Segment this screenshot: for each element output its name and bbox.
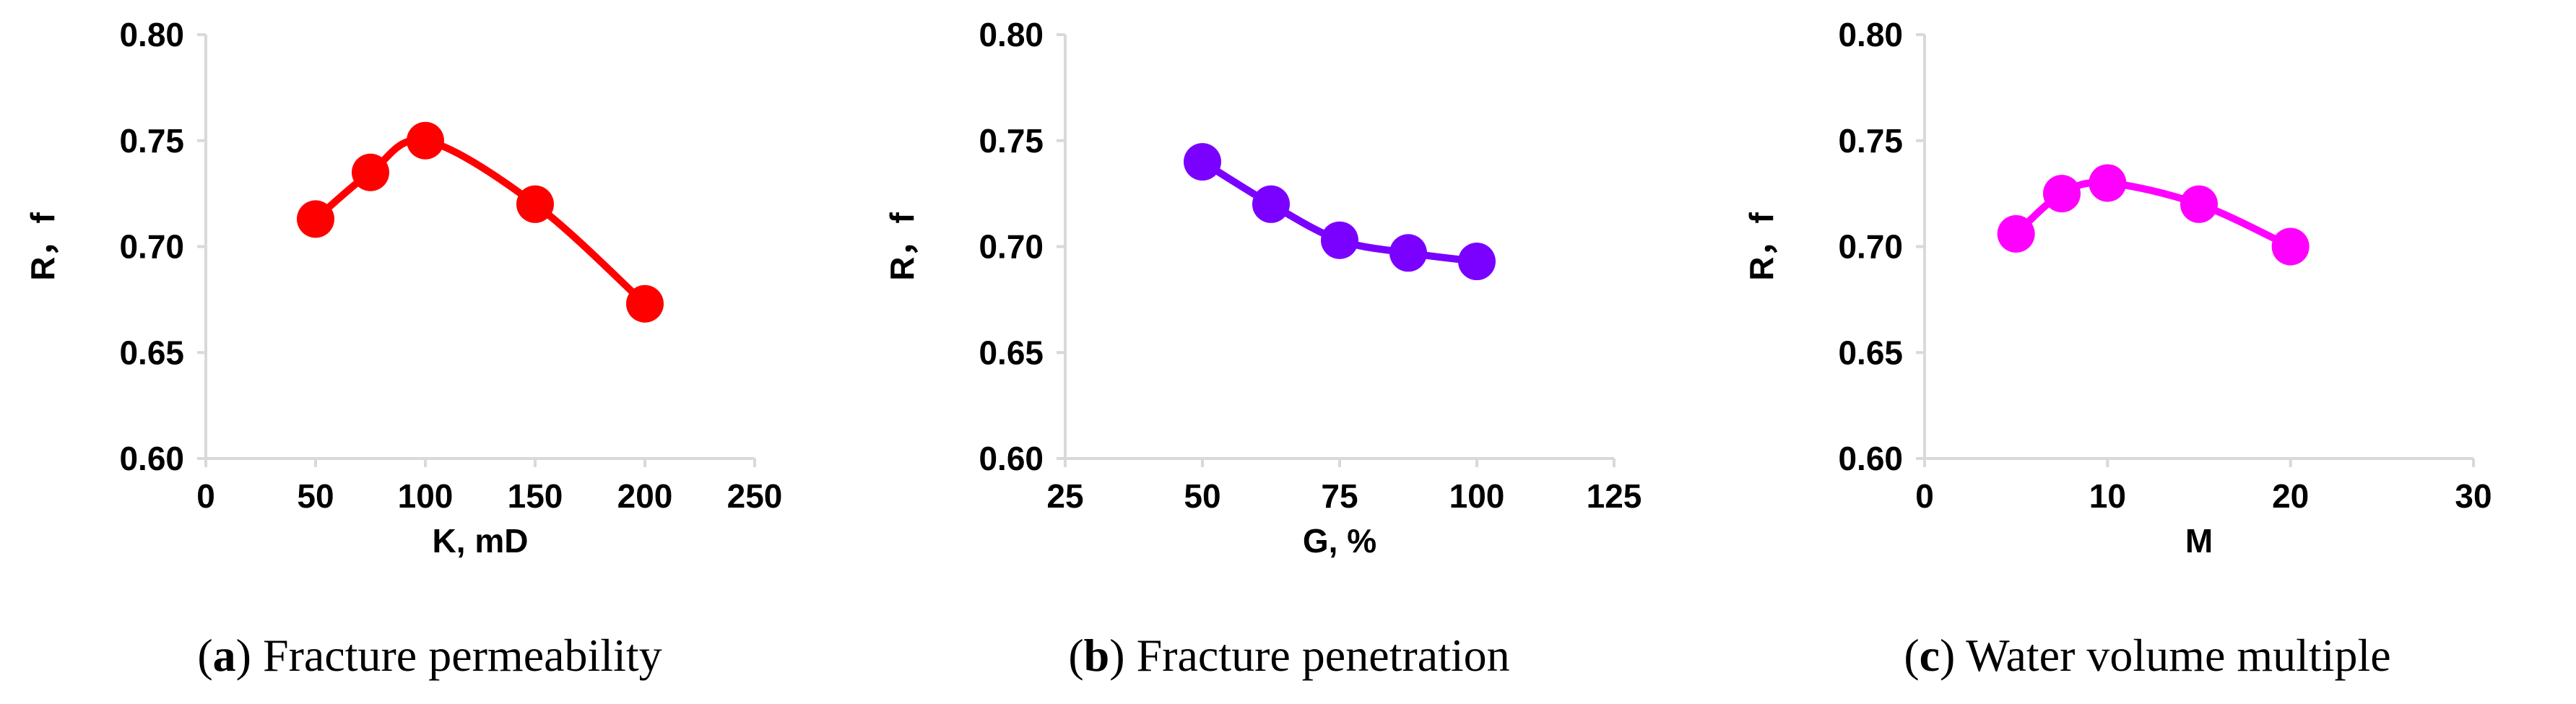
chart-b-y-tick-label: 0.75 bbox=[979, 122, 1044, 160]
caption-a: (a) Fracture permeability bbox=[197, 630, 662, 681]
chart-b-data-point bbox=[1252, 185, 1290, 223]
chart-c-data-point bbox=[2089, 164, 2127, 202]
chart-b-y-tick-label: 0.70 bbox=[979, 228, 1044, 266]
chart-b-x-tick-label: 25 bbox=[1046, 477, 1083, 515]
chart-b-y-tick-label: 0.60 bbox=[979, 440, 1044, 477]
caption-b-letter: b bbox=[1083, 630, 1110, 681]
chart-a-data-point bbox=[352, 153, 389, 191]
chart-c-data-point bbox=[2043, 175, 2081, 213]
chart-a-x-axis-title: K, mD bbox=[433, 522, 529, 560]
chart-b-data-point bbox=[1184, 143, 1221, 181]
chart-c-data-point bbox=[2180, 185, 2218, 223]
chart-b-x-axis-title: G, % bbox=[1303, 522, 1376, 560]
chart-c-y-tick-label: 0.80 bbox=[1838, 16, 1903, 53]
chart-a-data-point bbox=[626, 284, 664, 323]
chart-c-y-tick-label: 0.70 bbox=[1838, 228, 1903, 266]
chart-a-y-tick-label: 0.70 bbox=[119, 228, 184, 266]
chart-b-svg: 0.60 0.65 0.70 0.75 0.80 25 50 75 100 125 G, % R，f bbox=[883, 16, 1642, 560]
chart-b-y-tick-label: 0.65 bbox=[979, 334, 1044, 371]
chart-b-x-tick-label: 125 bbox=[1587, 477, 1642, 515]
chart-b-x-tick-label: 50 bbox=[1184, 477, 1220, 515]
chart-a-data-point bbox=[407, 121, 444, 160]
chart-a-svg: 0.60 0.65 0.70 0.75 0.80 0 50 100 150 200 250 K, mD… bbox=[24, 16, 783, 560]
caption-c: (c) Water volume multiple bbox=[1904, 630, 2391, 681]
chart-c-y-axis-title: R，f bbox=[1743, 212, 1780, 281]
chart-b-data-point bbox=[1458, 243, 1496, 281]
caption-a-letter: a bbox=[212, 630, 236, 681]
chart-panel-c: 0.60 0.65 0.70 0.75 0.80 0 10 20 30 M R，f (c) Wate… bbox=[1719, 0, 2576, 704]
caption-a-text: Fracture permeability bbox=[262, 630, 662, 681]
chart-a-x-tick-label: 200 bbox=[617, 477, 673, 515]
chart-a-x-tick-label: 0 bbox=[196, 477, 215, 515]
chart-c-y-tick-label: 0.75 bbox=[1838, 122, 1903, 160]
chart-c-data-point bbox=[1997, 214, 2035, 253]
chart-a-y-tick-label: 0.80 bbox=[119, 16, 184, 53]
chart-a-y-tick-label: 0.65 bbox=[119, 334, 184, 371]
chart-c-x-axis-title: M bbox=[2185, 522, 2213, 560]
chart-b-x-tick-label: 75 bbox=[1321, 477, 1358, 515]
chart-a-y-axis-title: R，f bbox=[24, 212, 61, 281]
caption-c-letter: c bbox=[1919, 630, 1940, 681]
chart-b-x-tick-label: 100 bbox=[1449, 477, 1505, 515]
chart-c-x-tick-label: 30 bbox=[2455, 477, 2492, 515]
chart-a-data-point bbox=[297, 200, 334, 238]
chart-a-data-point bbox=[516, 185, 554, 223]
chart-panel-a: 0.60 0.65 0.70 0.75 0.80 0 50 100 150 200 250 K, mD… bbox=[0, 0, 859, 704]
chart-panel-b: 0.60 0.65 0.70 0.75 0.80 25 50 75 100 125 G, % R，f … bbox=[859, 0, 1719, 704]
caption-b-text: Fracture penetration bbox=[1136, 630, 1510, 681]
chart-c-x-tick-label: 10 bbox=[2089, 477, 2126, 515]
chart-c-y-tick-label: 0.60 bbox=[1838, 440, 1903, 477]
chart-b-data-point bbox=[1321, 221, 1358, 259]
chart-a-y-tick-label: 0.75 bbox=[119, 122, 184, 160]
chart-a-x-tick-label: 250 bbox=[727, 477, 783, 515]
chart-a-y-tick-label: 0.60 bbox=[119, 440, 184, 477]
chart-c-x-tick-label: 0 bbox=[1915, 477, 1934, 515]
chart-a-x-tick-label: 50 bbox=[297, 477, 334, 515]
chart-c-y-tick-label: 0.65 bbox=[1838, 334, 1903, 371]
caption-c-text: Water volume multiple bbox=[1966, 630, 2391, 681]
chart-c-svg: 0.60 0.65 0.70 0.75 0.80 0 10 20 30 M R，f bbox=[1743, 16, 2492, 560]
chart-b-y-tick-label: 0.80 bbox=[979, 16, 1044, 53]
chart-b-data-point bbox=[1389, 234, 1427, 272]
chart-c-x-tick-label: 20 bbox=[2272, 477, 2309, 515]
chart-b-y-axis-title: R，f bbox=[883, 212, 921, 281]
chart-c-data-point bbox=[2271, 227, 2310, 266]
caption-b: (b) Fracture penetration bbox=[1068, 630, 1510, 681]
chart-a-x-tick-label: 100 bbox=[398, 477, 454, 515]
chart-a-x-tick-label: 150 bbox=[508, 477, 563, 515]
